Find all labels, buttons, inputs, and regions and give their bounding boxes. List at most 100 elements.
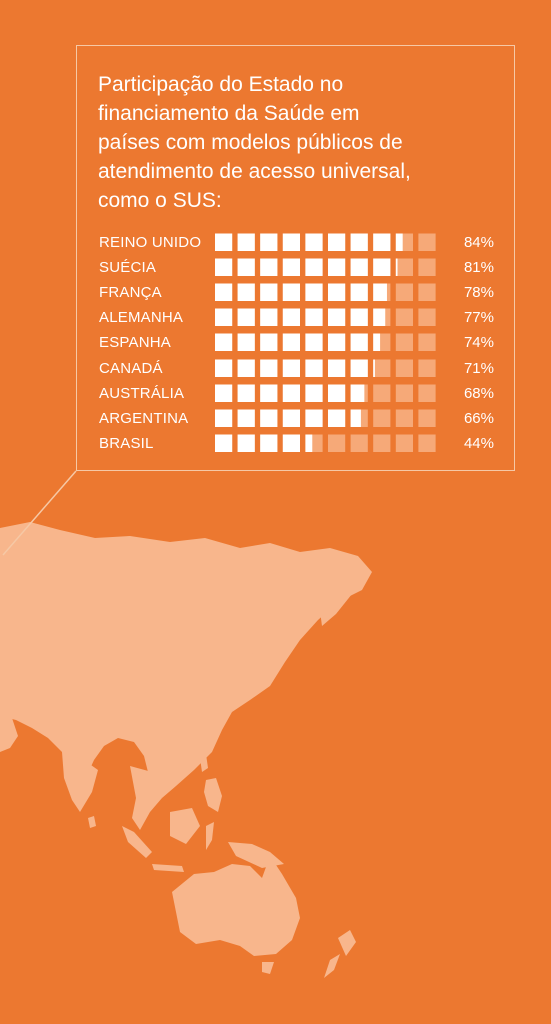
waffle-bar: [215, 283, 436, 302]
callout-pointer-line: [2, 470, 77, 556]
waffle-block-filled: [328, 333, 346, 352]
chart-row: BRASIL 44%: [99, 433, 494, 453]
waffle-bar: [215, 333, 436, 352]
waffle-block-filled: [305, 434, 313, 452]
value-label: 44%: [463, 434, 494, 452]
category-label: CANADÁ: [99, 359, 163, 377]
java-shape: [152, 864, 184, 872]
value-label: 78%: [463, 284, 494, 302]
tasmania-shape: [262, 962, 274, 974]
australia-shape: [172, 856, 300, 956]
waffle-block-filled: [237, 258, 255, 277]
chart-row: SUÉCIA 81%: [99, 257, 494, 277]
waffle-block-empty: [395, 384, 413, 402]
waffle-block-filled: [328, 308, 346, 327]
value-label: 68%: [463, 384, 494, 402]
waffle-block-empty: [418, 258, 436, 277]
chart-row: FRANÇA 78%: [99, 282, 494, 302]
value-label: 84%: [463, 234, 494, 251]
waffle-block-filled: [282, 333, 300, 352]
waffle-block-filled: [305, 308, 323, 327]
waffle-block-filled: [373, 258, 391, 277]
waffle-bar: [215, 258, 436, 277]
waffle-bar: [215, 434, 436, 452]
new-guinea-shape: [228, 842, 284, 868]
waffle-block-filled: [237, 409, 255, 427]
japan-shape: [230, 646, 268, 704]
value-label: 77%: [463, 309, 494, 327]
waffle-block-filled: [237, 283, 255, 302]
category-label: BRASIL: [99, 434, 154, 452]
waffle-block-filled: [395, 233, 403, 251]
waffle-block-filled: [373, 283, 387, 302]
category-label: REINO UNIDO: [99, 234, 202, 251]
waffle-block-filled: [305, 283, 323, 302]
sakhalin-shape: [262, 606, 274, 644]
waffle-block-filled: [282, 233, 300, 251]
waffle-block-filled: [237, 359, 255, 377]
waffle-block-filled: [350, 283, 368, 302]
waffle-block-filled: [305, 233, 323, 251]
value-label: 81%: [463, 259, 494, 277]
chart-row: CANADÁ 71%: [99, 358, 494, 378]
waffle-block-filled: [282, 384, 300, 402]
waffle-block-empty: [373, 409, 391, 427]
waffle-block-filled: [328, 283, 346, 302]
waffle-block-empty: [418, 308, 436, 327]
value-label: 74%: [463, 334, 494, 352]
taiwan-shape: [200, 754, 208, 772]
waffle-block-filled: [215, 434, 233, 452]
waffle-block-empty: [418, 359, 436, 377]
waffle-block-empty: [418, 283, 436, 302]
waffle-block-empty: [373, 359, 391, 377]
waffle-block-filled: [305, 384, 323, 402]
waffle-block-empty: [418, 333, 436, 352]
waffle-bar: [215, 409, 436, 427]
waffle-block-filled: [305, 359, 323, 377]
waffle-block-filled: [260, 409, 278, 427]
indochina-shape: [130, 766, 162, 830]
waffle-block-filled: [373, 359, 375, 377]
waffle-block-filled: [305, 409, 323, 427]
waffle-block-filled: [350, 359, 368, 377]
waffle-block-filled: [282, 258, 300, 277]
waffle-block-filled: [328, 359, 346, 377]
waffle-block-filled: [260, 308, 278, 327]
new-zealand-shape: [324, 930, 356, 978]
waffle-block-empty: [395, 283, 413, 302]
waffle-block-empty: [328, 434, 346, 452]
philippines-shape: [204, 778, 222, 812]
category-label: SUÉCIA: [99, 259, 157, 277]
waffle-block-filled: [305, 258, 323, 277]
waffle-block-filled: [237, 434, 255, 452]
waffle-block-filled: [260, 233, 278, 251]
waffle-block-empty: [395, 333, 413, 352]
value-label: 66%: [463, 409, 494, 427]
category-label: ARGENTINA: [99, 409, 189, 427]
waffle-block-empty: [418, 233, 436, 251]
sumatra-shape: [122, 826, 152, 858]
borneo-shape: [170, 808, 200, 844]
chart-card: Participação do Estado no financiamento …: [76, 45, 515, 471]
waffle-block-empty: [350, 434, 368, 452]
waffle-block-filled: [328, 384, 346, 402]
waffle-block-filled: [373, 333, 381, 352]
waffle-block-filled: [282, 359, 300, 377]
waffle-block-empty: [418, 434, 436, 452]
waffle-block-empty: [395, 258, 413, 277]
chart-row: AUSTRÁLIA 68%: [99, 383, 494, 403]
waffle-block-filled: [237, 308, 255, 327]
waffle-block-filled: [260, 384, 278, 402]
waffle-block-filled: [373, 308, 386, 327]
waffle-block-filled: [350, 233, 368, 251]
waffle-block-filled: [237, 384, 255, 402]
waffle-block-filled: [215, 384, 233, 402]
waffle-block-filled: [237, 333, 255, 352]
waffle-block-filled: [305, 333, 323, 352]
chart-title: Participação do Estado no financiamento …: [98, 73, 411, 212]
waffle-block-filled: [215, 258, 233, 277]
waffle-block-empty: [395, 308, 413, 327]
waffle-block-filled: [350, 258, 368, 277]
waffle-block-filled: [350, 384, 365, 402]
